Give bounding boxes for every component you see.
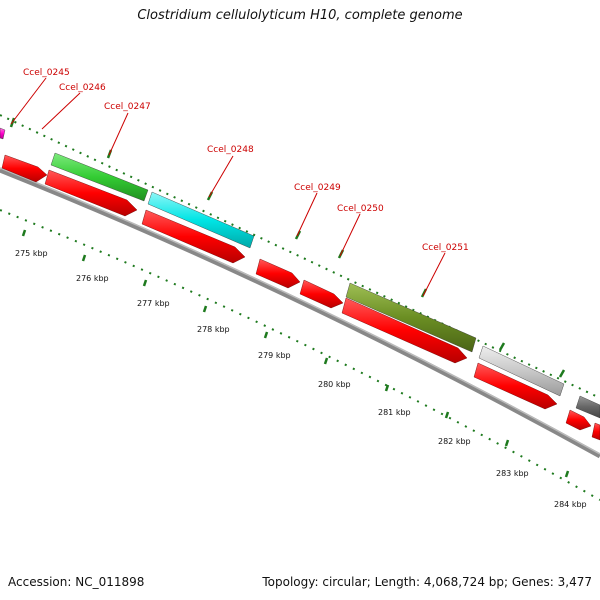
cds-arrow [473, 362, 558, 410]
kbp-label: 283 kbp [496, 469, 529, 478]
cds-arrow [565, 409, 592, 431]
outer-tick-ring [9, 117, 566, 378]
gene-label: Ccel_0245 [23, 68, 70, 78]
kbp-label: 278 kbp [197, 325, 230, 334]
diagram-title: Clostridium cellulolyticum H10, complete… [137, 8, 463, 23]
kbp-label: 279 kbp [258, 351, 291, 360]
kbp-label: 281 kbp [378, 408, 411, 417]
feature-bars [0, 127, 600, 419]
cds-arrow [341, 297, 468, 364]
gene-labels: Ccel_0245 Ccel_0246 Ccel_0247 Ccel_0248 … [23, 68, 469, 253]
cds-arrow [255, 258, 301, 289]
topology-text: Topology: circular; Length: 4,068,724 bp… [262, 575, 592, 589]
kbp-label: 277 kbp [137, 299, 170, 308]
gene-label: Ccel_0247 [104, 102, 151, 112]
feature-green [50, 152, 149, 202]
gene-label: Ccel_0246 [59, 83, 106, 93]
gene-label: Ccel_0249 [294, 183, 341, 193]
genome-backbone [0, 167, 600, 459]
gene-label: Ccel_0251 [422, 243, 469, 253]
gene-label: Ccel_0248 [207, 145, 254, 155]
kbp-label: 280 kbp [318, 380, 351, 389]
outer-dotted-ring [0, 114, 600, 399]
inner-major-ticks [21, 229, 570, 478]
kbp-label: 275 kbp [15, 249, 48, 258]
feature-cyan [147, 191, 255, 249]
feature-magenta [0, 127, 6, 140]
kbp-labels: 275 kbp 276 kbp 277 kbp 278 kbp 279 kbp … [15, 249, 587, 509]
gene-label-leaders [10, 77, 446, 297]
feature-silver [478, 345, 565, 397]
cds-arrow [1, 154, 48, 183]
kbp-label: 284 kbp [554, 500, 587, 509]
cds-arrow [44, 169, 138, 217]
cds-arrow [141, 209, 246, 264]
kbp-label: 276 kbp [76, 274, 109, 283]
feature-darkgray [575, 395, 600, 419]
cds-arrow [591, 422, 600, 441]
accession-text: Accession: NC_011898 [8, 575, 145, 589]
cds-arrow [299, 279, 344, 309]
inner-dotted-ring [0, 209, 600, 501]
gene-label: Ccel_0250 [337, 204, 384, 214]
cds-arrows [1, 154, 600, 441]
kbp-label: 282 kbp [438, 437, 471, 446]
feature-olive [345, 282, 477, 353]
